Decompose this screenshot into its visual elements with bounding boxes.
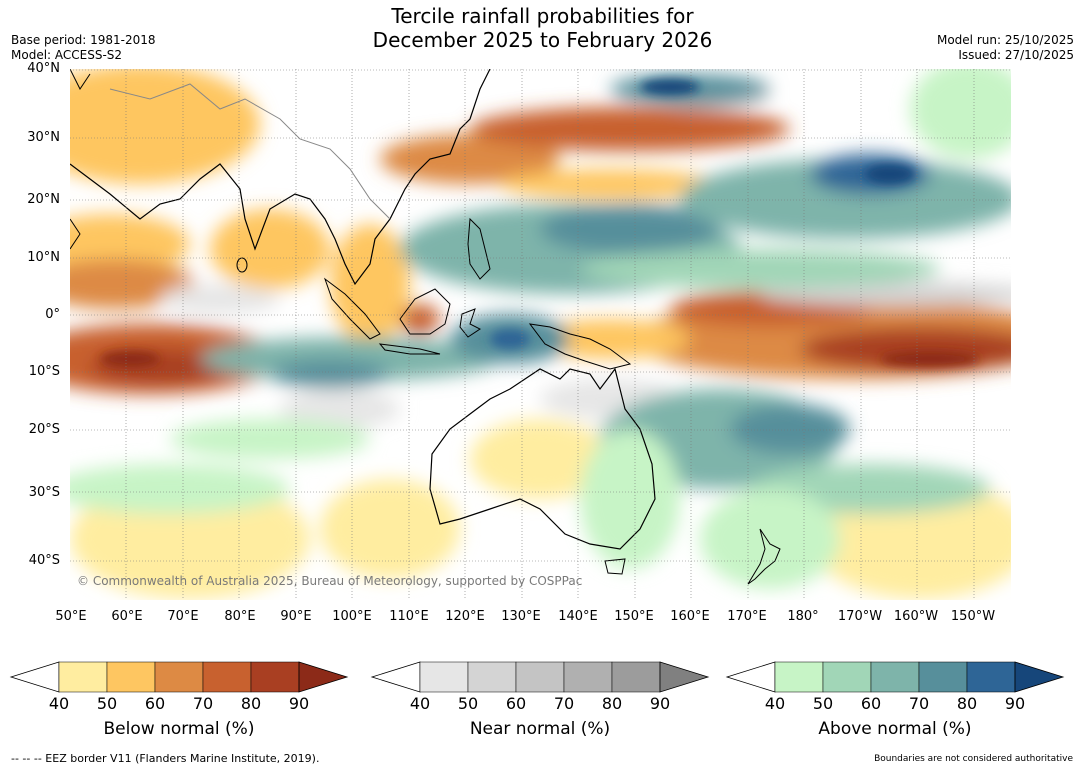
colorbar-near-label: Near normal (%) (469, 719, 611, 739)
australia-outline (429, 367, 656, 550)
colorbar-near-segment (515, 661, 565, 693)
colorbar-near-segment (611, 661, 661, 693)
colorbar-below-segment (202, 661, 252, 693)
lon-label-130e: 130°E (501, 609, 541, 624)
colorbar-below-tick: 40 (48, 694, 70, 713)
new-guinea-outline (528, 323, 632, 370)
arabia-coastline (70, 69, 91, 250)
lon-label-150w: 150°W (950, 609, 996, 624)
colorbar-near-tick: 90 (649, 694, 671, 713)
colorbar-near (370, 661, 710, 693)
copyright-notice: © Commonwealth of Australia 2025, Bureau… (77, 574, 583, 588)
lon-label-170e: 170°E (727, 609, 767, 624)
lon-label-60e: 60°E (111, 609, 143, 624)
colorbar-near-low-end (370, 661, 421, 693)
colorbar-above-tick: 40 (764, 694, 786, 713)
lon-label-120e: 120°E (445, 609, 485, 624)
colorbar-below-tick: 50 (96, 694, 118, 713)
lat-label-20s: 20°S (28, 422, 60, 437)
lon-label-90e: 90°E (280, 609, 312, 624)
colorbar-below-segment (154, 661, 204, 693)
issued-date: Issued: 27/10/2025 (958, 48, 1074, 62)
colorbar-below-segment (106, 661, 156, 693)
java-outline (378, 343, 441, 355)
colorbar-above-tick: 50 (812, 694, 834, 713)
colorbar-near-segment (419, 661, 469, 693)
map-title: Tercile rainfall probabilities for Decem… (0, 4, 1085, 52)
lon-label-150e: 150°E (614, 609, 654, 624)
lon-label-100e: 100°E (332, 609, 372, 624)
tasmania-outline (604, 558, 626, 575)
colorbar-below-tick: 70 (192, 694, 214, 713)
colorbar-below-low-end (9, 661, 60, 693)
philippines-outline (467, 217, 491, 280)
probability-field-detail (100, 79, 980, 367)
colorbar-above-segment (918, 661, 968, 693)
colorbar-below-segment (58, 661, 108, 693)
lat-label-20n: 20°N (27, 192, 60, 207)
new-zealand-outline (747, 528, 781, 585)
rainfall-map (70, 69, 1011, 600)
colorbar-near-tick: 80 (601, 694, 623, 713)
asia-coastline (70, 69, 491, 286)
boundaries-disclaimer: Boundaries are not considered authoritat… (874, 754, 1073, 764)
lon-label-70e: 70°E (167, 609, 199, 624)
eez-footnote: -- -- -- EEZ border V11 (Flanders Marine… (11, 752, 320, 765)
colorbar-below-segment (250, 661, 300, 693)
model-name: Model: ACCESS-S2 (11, 48, 123, 62)
colorbar-below-high-end (298, 661, 349, 693)
colorbar-above-low-end (725, 661, 776, 693)
colorbar-below-label: Below normal (%) (103, 719, 255, 739)
lon-label-160e: 160°E (670, 609, 710, 624)
colorbar-above-label: Above normal (%) (818, 719, 972, 739)
borneo-outline (399, 288, 451, 335)
colorbar-above (725, 661, 1065, 693)
colorbar-above-segment (822, 661, 872, 693)
colorbar-near-tick: 60 (505, 694, 527, 713)
model-run: Model run: 25/10/2025 (936, 33, 1074, 47)
colorbar-below-tick: 80 (240, 694, 262, 713)
title-line-1: Tercile rainfall probabilities for (391, 4, 694, 28)
colorbar-above-tick: 70 (908, 694, 930, 713)
lon-label-170w: 170°W (837, 609, 883, 624)
lat-label-40s: 40°S (28, 553, 60, 568)
lon-label-160w: 160°W (893, 609, 939, 624)
colorbar-near-tick: 70 (553, 694, 575, 713)
lat-label-30s: 30°S (28, 485, 60, 500)
lon-label-50e: 50°E (55, 609, 87, 624)
colorbar-near-segment (467, 661, 517, 693)
colorbars (9, 661, 1065, 693)
colorbar-below (9, 661, 349, 693)
colorbar-near-tick: 50 (457, 694, 479, 713)
lat-label-30n: 30°N (27, 130, 60, 145)
colorbar-above-tick: 80 (956, 694, 978, 713)
lat-label-0: 0° (45, 307, 60, 322)
colorbar-near-high-end (659, 661, 710, 693)
sulawesi-outline (459, 308, 481, 338)
colorbar-below-tick: 90 (288, 694, 310, 713)
meta-left: Base period: 1981-2018 Model: ACCESS-S2 (11, 33, 156, 63)
graticule (70, 69, 1011, 600)
colorbar-above-tick: 60 (860, 694, 882, 713)
lon-label-180: 180° (787, 609, 819, 624)
colorbar-below-tick: 60 (144, 694, 166, 713)
lon-label-80e: 80°E (224, 609, 256, 624)
colorbar-above-tick: 90 (1004, 694, 1026, 713)
colorbar-above-segment (966, 661, 1016, 693)
base-period: Base period: 1981-2018 (11, 33, 156, 47)
meta-right: Model run: 25/10/2025 Issued: 27/10/2025 (937, 33, 1074, 63)
colorbar-near-segment (563, 661, 613, 693)
colorbar-above-high-end (1014, 661, 1065, 693)
colorbar-above-segment (870, 661, 920, 693)
lon-label-140e: 140°E (558, 609, 598, 624)
sumatra-outline (323, 277, 381, 340)
colorbar-near-tick: 40 (409, 694, 431, 713)
lon-label-110e: 110°E (389, 609, 429, 624)
lat-label-10s: 10°S (28, 364, 60, 379)
title-line-2: December 2025 to February 2026 (372, 28, 713, 52)
country-borders (109, 83, 391, 220)
lat-label-40n: 40°N (27, 61, 60, 76)
lat-label-10n: 10°N (27, 250, 60, 265)
colorbar-above-segment (774, 661, 824, 693)
